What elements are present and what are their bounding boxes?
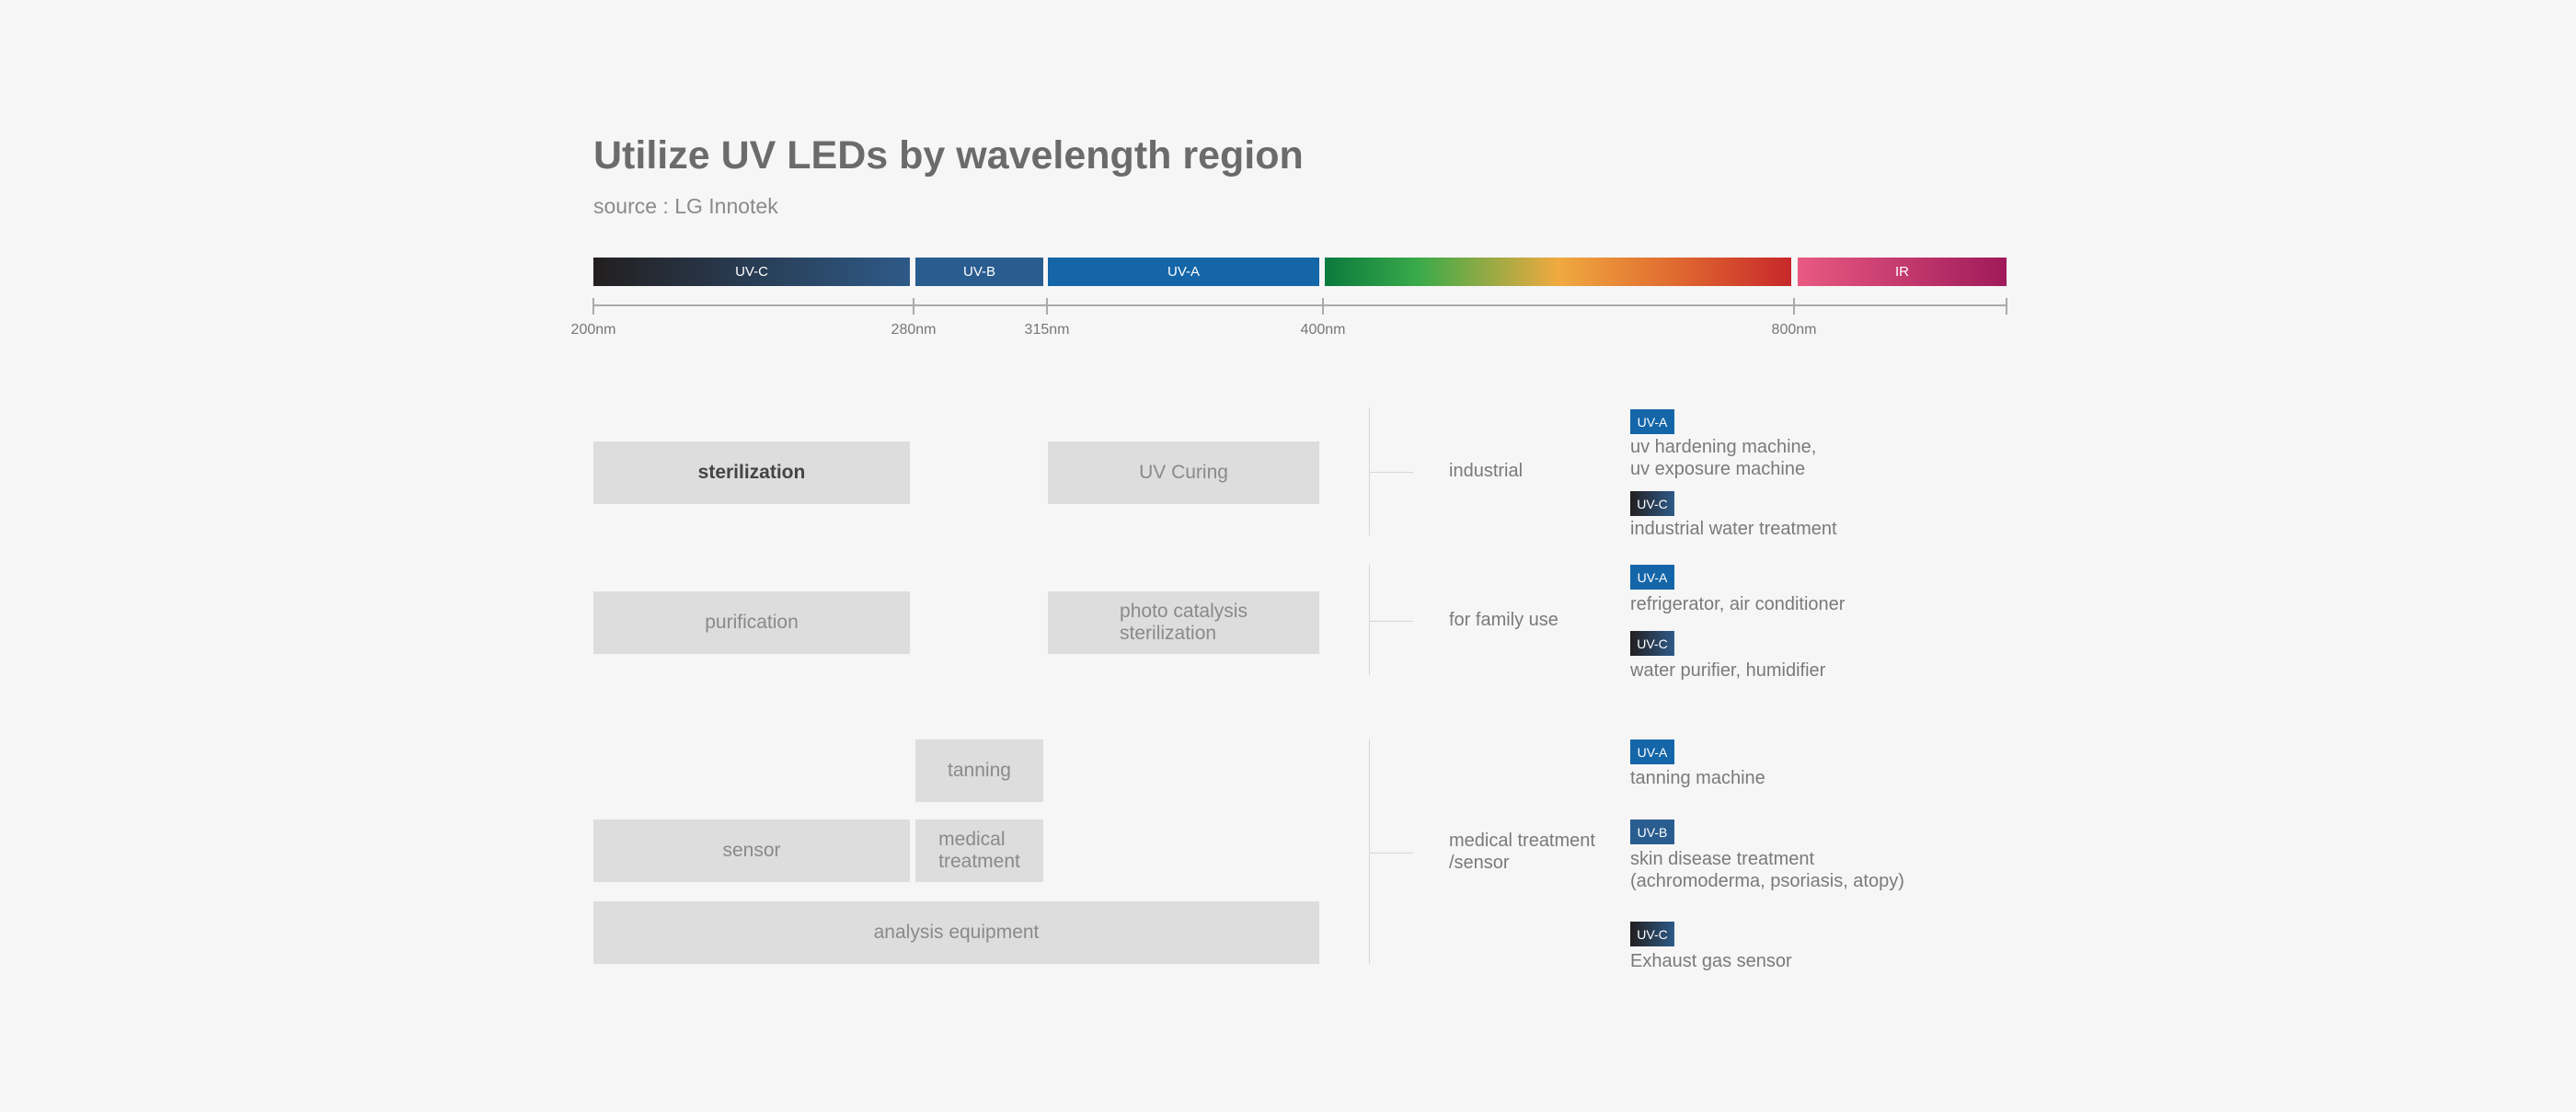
title: Utilize UV LEDs by wavelength region	[593, 133, 1304, 178]
tick-label: 800nm	[1771, 322, 1817, 338]
badge: UV-C	[1630, 922, 1674, 946]
tick	[592, 298, 594, 315]
use-box: medical treatment	[915, 820, 1043, 882]
category: medical treatment /sensor	[1449, 831, 1595, 873]
tick	[2006, 298, 2007, 315]
tick-label: 315nm	[1024, 322, 1070, 338]
item: Exhaust gas sensor	[1630, 951, 1792, 971]
use-box: tanning	[915, 739, 1043, 802]
badge: UV-B	[1630, 820, 1674, 844]
source: source : LG Innotek	[593, 194, 778, 218]
tick	[1793, 298, 1795, 315]
bracket	[1369, 739, 1370, 964]
connector	[1369, 853, 1413, 854]
use-box: sensor	[593, 820, 910, 882]
connector	[1369, 621, 1413, 622]
bracket	[1369, 565, 1370, 675]
badge: UV-A	[1630, 409, 1674, 434]
bracket	[1369, 407, 1370, 535]
tick-label: 280nm	[891, 322, 937, 338]
band-uvc: UV-C	[593, 258, 910, 286]
use-box: UV Curing	[1048, 441, 1319, 504]
use-box: analysis equipment	[593, 901, 1319, 964]
use-box: sterilization	[593, 441, 910, 504]
use-box: photo catalysis sterilization	[1048, 591, 1319, 654]
tick-label: 400nm	[1300, 322, 1346, 338]
item: industrial water treatment	[1630, 519, 1837, 539]
tick	[1046, 298, 1048, 315]
tick	[913, 298, 914, 315]
band-uvb: UV-B	[915, 258, 1043, 286]
badge: UV-A	[1630, 739, 1674, 764]
item: water purifier, humidifier	[1630, 660, 1826, 681]
category: for family use	[1449, 610, 1558, 630]
badge: UV-C	[1630, 631, 1674, 656]
item: tanning machine	[1630, 768, 1765, 788]
band-visible	[1325, 258, 1791, 286]
badge: UV-C	[1630, 491, 1674, 516]
axis	[593, 304, 2007, 306]
badge: UV-A	[1630, 565, 1674, 590]
connector	[1369, 472, 1413, 473]
use-box: purification	[593, 591, 910, 654]
band-uva: UV-A	[1048, 258, 1319, 286]
tick-label: 200nm	[570, 322, 616, 338]
item: skin disease treatment (achromoderma, ps…	[1630, 849, 1904, 891]
band-ir: IR	[1798, 258, 2007, 286]
category: industrial	[1449, 461, 1524, 481]
item: uv hardening machine, uv exposure machin…	[1630, 437, 1817, 479]
tick	[1322, 298, 1324, 315]
item: refrigerator, air conditioner	[1630, 594, 1846, 614]
